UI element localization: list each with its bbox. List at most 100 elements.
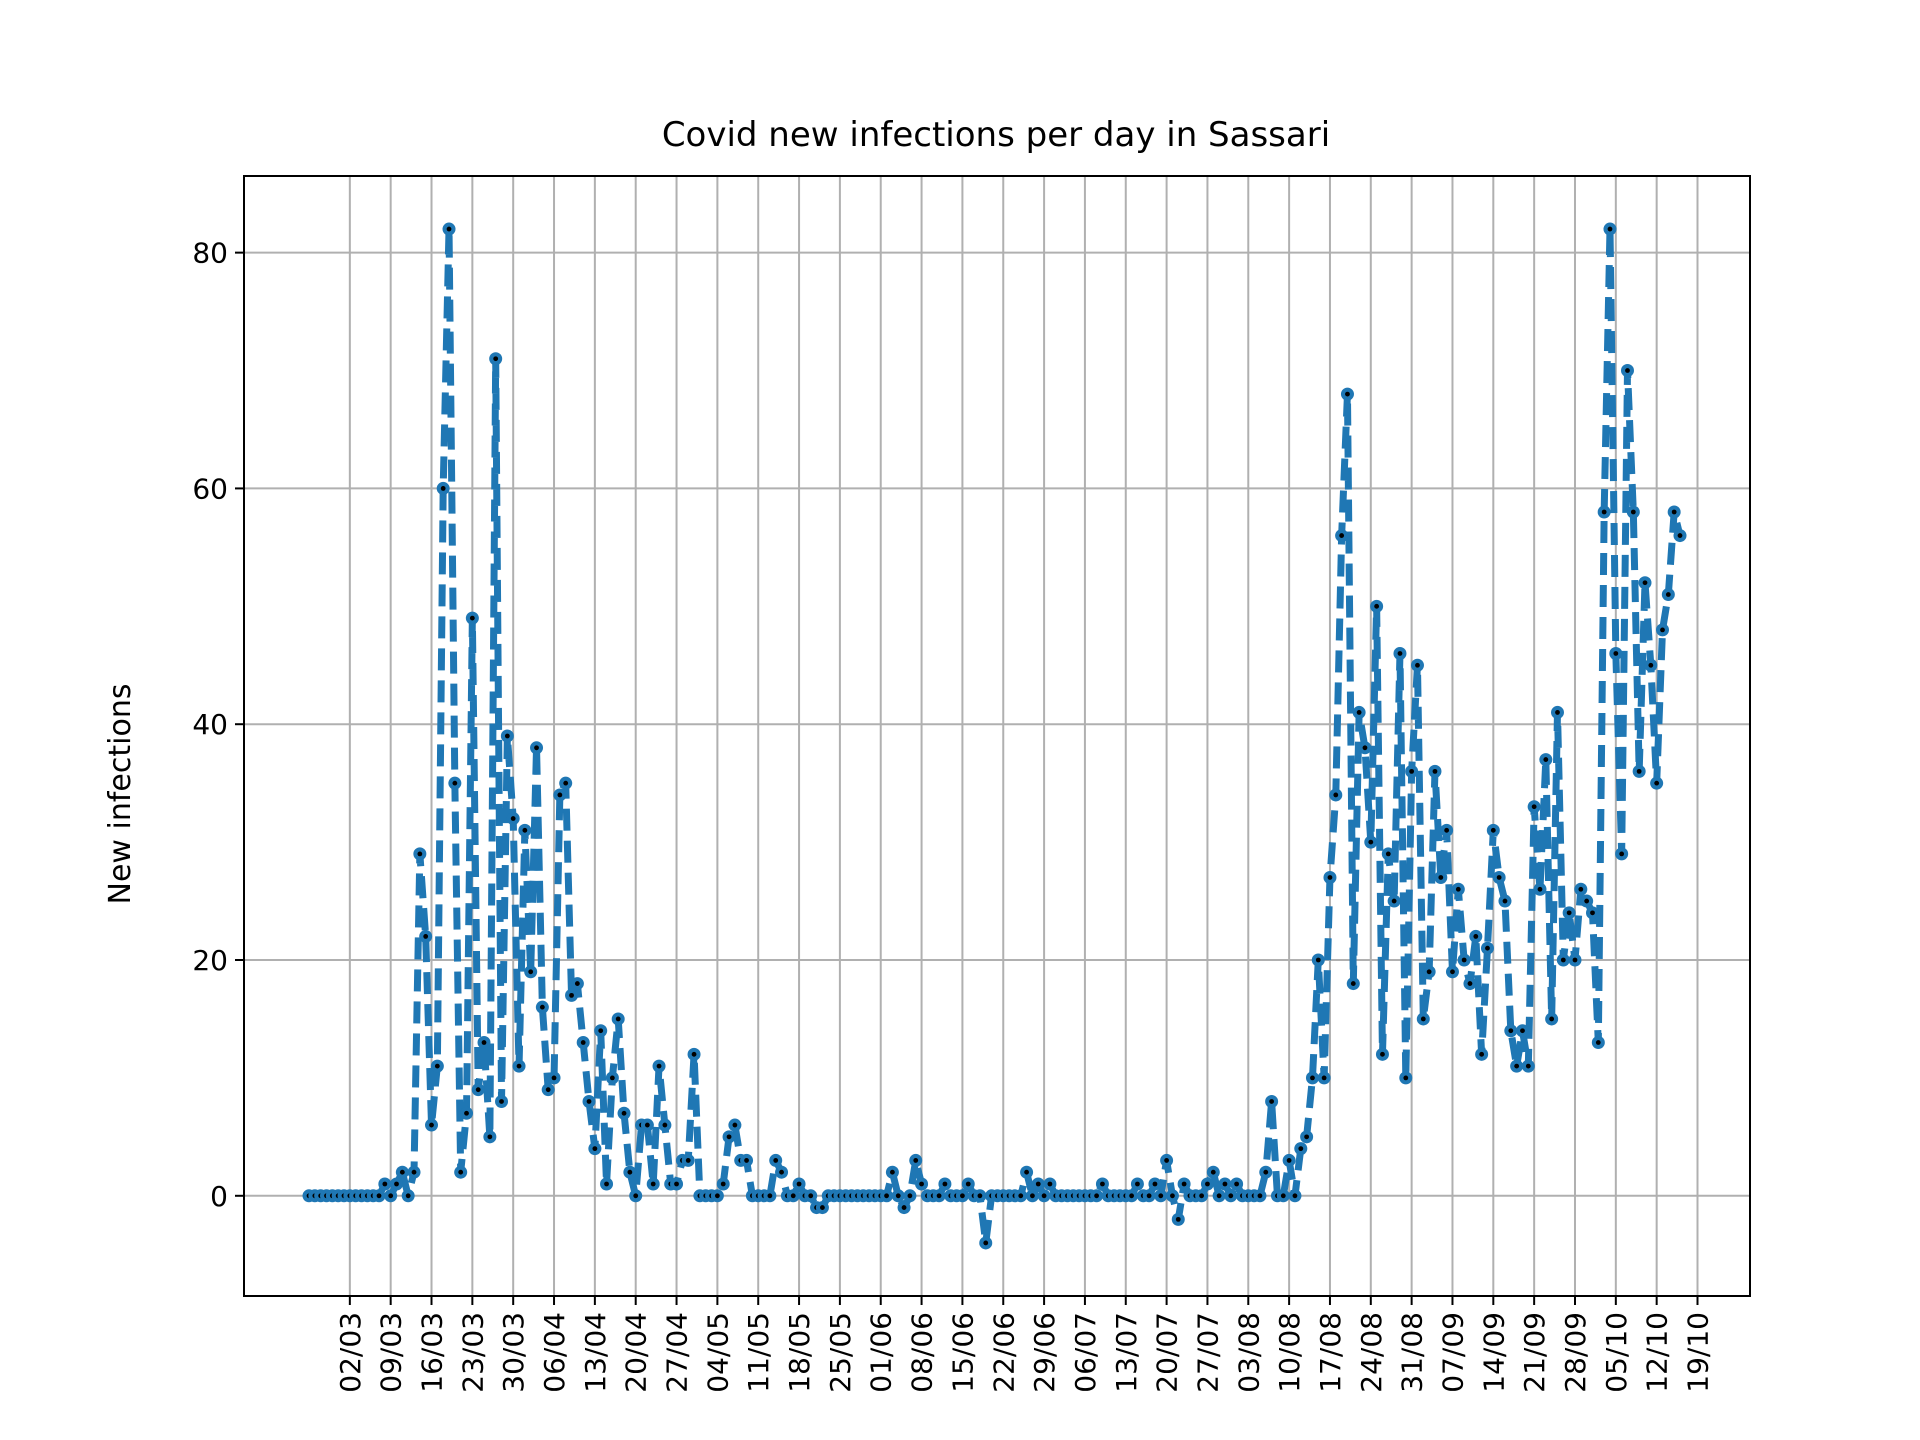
data-point [419,929,433,943]
y-tick-label: 40 [192,708,228,741]
x-tick-label: 22/06 [987,1312,1020,1393]
data-point-dot [1024,1169,1029,1175]
x-tick-label: 17/08 [1314,1312,1347,1393]
data-point-dot [382,1181,388,1187]
data-point [1521,1059,1535,1073]
data-point [611,1012,625,1026]
data-point-dot [1403,1075,1409,1081]
data-point-dot [446,226,452,232]
data-point [1562,906,1576,920]
data-point-dot [1170,1193,1175,1199]
data-point-dot [1210,1169,1216,1175]
data-point [565,988,579,1002]
data-point-dot [714,1193,720,1199]
data-point-dot [895,1193,901,1199]
data-point-dot [1502,898,1508,904]
data-point [425,1118,439,1132]
data-point [763,1189,777,1203]
data-point-dot [1485,945,1490,951]
data-point-dot [1473,934,1479,939]
data-point [885,1165,899,1179]
data-point [1218,1177,1232,1191]
data-point [395,1165,409,1179]
data-point [629,1189,643,1203]
data-point [1212,1189,1226,1203]
data-point-dot [1572,957,1578,963]
x-tick-label: 12/10 [1641,1312,1674,1393]
data-point-dot [1339,533,1345,538]
data-point-dot [609,1075,615,1081]
data-point-dot [1269,1099,1275,1104]
x-tick-label: 23/03 [456,1312,489,1393]
data-point-dot [440,486,446,491]
data-point [530,741,544,755]
data-point [594,1024,608,1038]
data-point [1323,870,1337,884]
data-point-dot [1560,957,1566,963]
data-point-dot [1315,957,1321,963]
data-point [1632,764,1646,778]
data-point-dot [592,1146,598,1152]
data-point-dot [1432,768,1438,774]
data-point-dot [388,1193,394,1199]
x-tick-label: 15/06 [946,1312,979,1393]
data-points [302,222,1687,1250]
data-point [710,1189,724,1203]
x-tick-label: 29/06 [1028,1312,1061,1393]
data-point-dot [1420,1016,1426,1022]
y-ticks: 0 20 40 60 80 [192,237,244,1213]
data-point-dot [499,1099,504,1104]
x-tick-label: 28/09 [1559,1312,1592,1393]
data-point [1620,364,1634,378]
data-point [1230,1177,1244,1191]
data-point [973,1189,987,1203]
data-point [646,1177,660,1191]
data-point-dot [1660,627,1665,633]
data-point-dot [1035,1181,1041,1187]
data-point [512,1059,526,1073]
data-point-dot [901,1205,907,1210]
data-point-dot [1490,827,1496,833]
data-point [1335,529,1349,543]
data-point [1510,1059,1524,1073]
x-tick-label: 18/05 [783,1312,816,1393]
data-point-dot [890,1169,895,1175]
data-point [1311,953,1325,967]
data-point-dot [1665,592,1671,597]
data-point [390,1177,404,1191]
data-point-dot [1590,910,1595,916]
data-point-dot [510,816,516,821]
y-tick-label: 20 [192,944,228,977]
x-tick-label: 06/04 [538,1312,571,1393]
data-point-dot [429,1122,434,1128]
x-tick-label: 19/10 [1682,1312,1715,1393]
data-point-dot [808,1193,814,1199]
data-point-dot [580,1040,586,1045]
data-point-dot [656,1063,662,1069]
data-point-dot [516,1063,522,1069]
data-point [401,1189,415,1203]
x-tick-label: 20/04 [620,1312,653,1393]
data-point-dot [732,1122,738,1128]
data-point-dot [1368,839,1374,845]
data-point [500,729,514,743]
data-point-dot [983,1240,989,1246]
y-axis-label: New infections [103,684,138,905]
data-point [471,1083,485,1097]
data-point [559,776,573,790]
data-point-dot [1426,969,1432,975]
data-point-dot [674,1181,679,1187]
data-point-dot [1601,509,1607,515]
data-point [786,1189,800,1203]
data-point [1656,623,1669,637]
data-point-dot [1129,1193,1134,1199]
data-point-dot [563,780,569,786]
data-point [769,1153,783,1167]
x-tick-label: 08/06 [906,1312,939,1393]
data-point-dot [773,1158,779,1163]
data-point-dot [411,1169,417,1175]
data-point [1294,1142,1308,1156]
data-point [1090,1189,1104,1203]
data-point-dot [1321,1075,1327,1081]
data-point-dot [1514,1063,1520,1069]
